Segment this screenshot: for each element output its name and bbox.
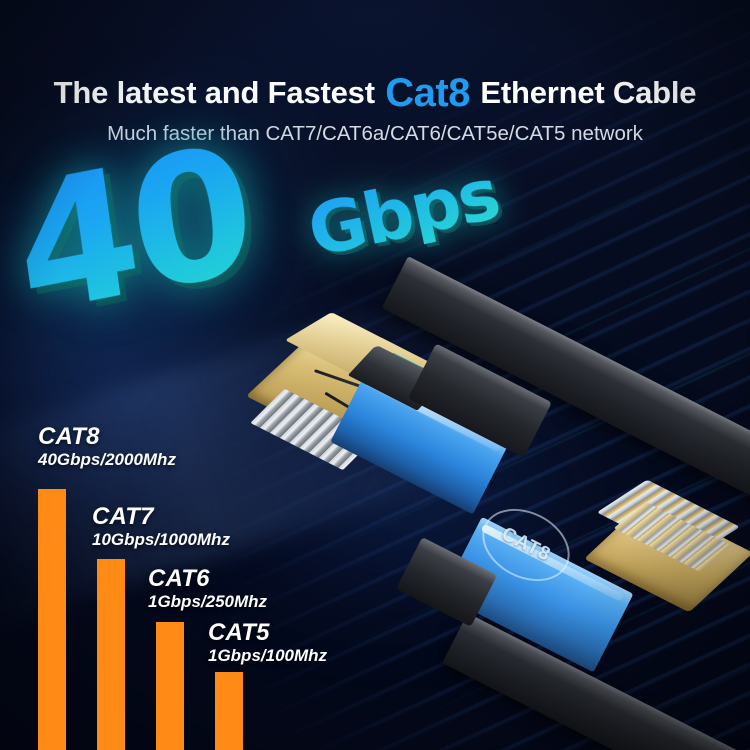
page-subtitle: Much faster than CAT7/CAT6a/CAT6/CAT5e/C… (107, 122, 643, 145)
chart-label-name: CAT7 (92, 503, 154, 530)
chart-label-name: CAT5 (208, 619, 270, 646)
chart-bar-cat8 (38, 489, 66, 750)
chart-label-spec: 1Gbps/250Mhz (148, 592, 268, 612)
chart-label-spec: 40Gbps/2000Mhz (38, 450, 176, 470)
chart-bar-cat6 (156, 622, 184, 750)
chart-label-cat8: CAT8 40Gbps/2000Mhz (38, 424, 176, 470)
chart-label-name: CAT8 (38, 423, 100, 450)
headline-accent: Cat8 (385, 71, 470, 115)
chart-label-cat5: CAT5 1Gbps/100Mhz (208, 620, 327, 666)
chart-label-spec: 10Gbps/1000Mhz (92, 530, 230, 550)
chart-label-spec: 1Gbps/100Mhz (208, 646, 328, 666)
chart-bar-cat7 (97, 559, 125, 750)
hero-speed-unit: Gbps (301, 152, 506, 273)
rj45-connector-lower: CAT8 (395, 440, 750, 673)
page-title: The latest and Fastest Cat8 Ethernet Cab… (0, 71, 750, 116)
chart-label-cat7: CAT7 10Gbps/1000Mhz (92, 504, 230, 550)
chart-label-cat6: CAT6 1Gbps/250Mhz (148, 566, 267, 612)
hero-speed-value: 40 (3, 107, 261, 355)
chart-label-name: CAT6 (148, 565, 210, 592)
headline-prefix: The latest and Fastest (53, 75, 384, 110)
headline-suffix: Ethernet Cable (471, 75, 697, 110)
chart-bar-cat5 (215, 672, 243, 750)
